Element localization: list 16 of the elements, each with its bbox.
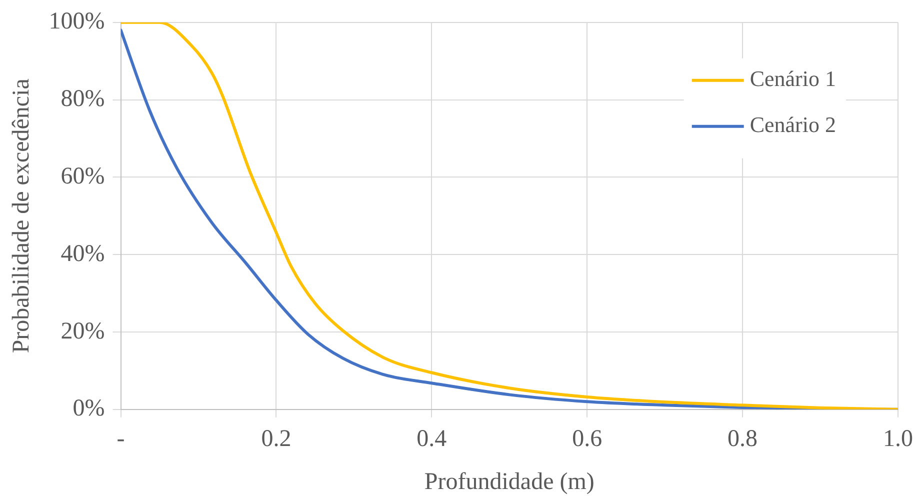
- x-tick-label: 0.8: [728, 426, 758, 452]
- y-tick-label: 20%: [60, 318, 105, 344]
- y-tick-label: 80%: [60, 86, 105, 112]
- y-tick-label: 100%: [48, 8, 105, 35]
- y-tick-label: 0%: [72, 396, 105, 422]
- x-tick-label: 0.4: [416, 426, 447, 452]
- y-tick-label: 60%: [60, 163, 105, 190]
- x-tick-label: 0.2: [261, 426, 292, 452]
- legend-label: Cenário 1: [750, 66, 836, 92]
- x-axis-title: Profundidade (m): [424, 468, 594, 495]
- x-tick-label: 1.0: [883, 426, 913, 452]
- legend-label: Cenário 2: [750, 112, 836, 138]
- x-tick-label: 0.6: [572, 426, 602, 452]
- y-axis-title: Probabilidade de excedência: [8, 78, 35, 354]
- x-tick-label: -: [116, 426, 125, 452]
- y-tick-label: 40%: [60, 240, 105, 267]
